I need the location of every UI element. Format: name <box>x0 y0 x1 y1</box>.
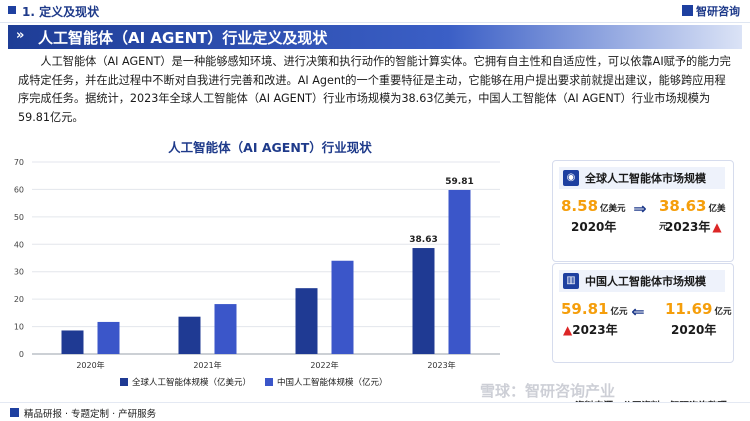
legend-item-global: 全球人工智能体规模（亿美元） <box>120 376 251 388</box>
globe-icon: ◉ <box>563 170 579 186</box>
y-tick-label: 30 <box>14 268 24 277</box>
china-2020-value: 11.69 亿元 <box>665 300 731 318</box>
china-card-header: ▥ 中国人工智能体市场规模 <box>559 270 725 292</box>
double-chevron-icon: » <box>16 28 25 43</box>
china-2023-unit: 亿元 <box>610 307 628 317</box>
footer-bar: 精品研报 · 专题定制 · 产研服务 <box>0 402 750 421</box>
china-2023-year: ▲2023年 <box>561 321 618 338</box>
global-market-card: ◉ 全球人工智能体市场规模 8.58 亿美元 2020年 ⇒ 38.63 亿美元 2… <box>552 160 734 262</box>
china-2023-year-text: 2023年 <box>572 323 618 337</box>
legend-label-global: 全球人工智能体规模（亿美元） <box>132 378 252 388</box>
y-tick-label: 20 <box>14 295 24 304</box>
legend-swatch-global <box>120 378 128 386</box>
arrow-left-icon: ⇐ <box>631 302 645 321</box>
global-2023-number: 38.63 <box>659 197 707 215</box>
bar-global-0 <box>61 330 84 354</box>
data-label: 59.81 <box>445 177 473 187</box>
bar-chart: 0 10 20 30 40 50 60 70 2020年 2021年 2022年 2023年 38.63… <box>14 158 500 370</box>
x-tick-label: 2022年 <box>310 360 338 370</box>
page-title: 人工智能体（AI AGENT）行业定义及现状 <box>38 29 328 47</box>
bar-chart-icon: ▥ <box>563 273 579 289</box>
y-tick-label: 10 <box>14 323 24 332</box>
data-label: 38.63 <box>409 235 437 245</box>
chart-title: 人工智能体（AI AGENT）行业现状 <box>168 140 372 155</box>
china-2020-unit: 亿元 <box>714 307 732 317</box>
global-2020-number: 8.58 <box>561 197 599 215</box>
global-2023-unit: 亿美元 <box>659 204 726 232</box>
global-2020-year: 2020年 <box>571 220 617 234</box>
y-tick-label: 70 <box>14 158 24 167</box>
description-paragraph: 人工智能体（AI AGENT）是一种能够感知环境、进行决策和执行动作的智能计算实… <box>18 55 731 124</box>
footer-logo-icon <box>10 408 19 417</box>
global-card-header: ◉ 全球人工智能体市场规模 <box>559 167 725 189</box>
bar-china-2 <box>331 260 354 354</box>
x-tick-label: 2021年 <box>193 360 221 370</box>
bar-global-3 <box>412 248 435 354</box>
global-2020-value: 8.58 亿美元 <box>561 197 626 215</box>
top-bar: 1. 定义及现状 智研咨询 <box>0 0 750 23</box>
bar-china-3 <box>448 189 471 354</box>
x-tick-label: 2023年 <box>427 360 455 370</box>
global-2023-year-text: 2023年 <box>665 220 711 234</box>
china-2020-year: 2020年 <box>671 323 717 337</box>
global-2020-unit: 亿美元 <box>600 204 626 214</box>
global-card-title: 全球人工智能体市场规模 <box>585 172 706 185</box>
y-tick-label: 40 <box>14 240 24 249</box>
y-tick-label: 50 <box>14 213 24 222</box>
bar-china-0 <box>97 321 120 354</box>
arrow-right-icon: ⇒ <box>633 199 647 218</box>
china-2023-value: 59.81 亿元 <box>561 300 627 318</box>
china-2020-number: 11.69 <box>665 300 713 318</box>
bar-global-1 <box>178 316 201 354</box>
brand-logo-text: 智研咨询 <box>696 5 740 18</box>
china-card-title: 中国人工智能体市场规模 <box>585 275 706 288</box>
up-arrow-icon: ▲ <box>712 220 722 234</box>
legend-swatch-china <box>265 378 273 386</box>
brand-logo: 智研咨询 <box>682 3 740 19</box>
brand-logo-icon <box>682 5 693 16</box>
section-marker-icon <box>8 6 16 14</box>
up-arrow-icon: ▲ <box>563 323 573 337</box>
bar-china-1 <box>214 304 237 354</box>
legend-label-china: 中国人工智能体规模（亿元） <box>277 378 388 388</box>
watermark-text: 雪球：智研咨询产业 <box>480 382 616 400</box>
x-tick-label: 2020年 <box>76 360 104 370</box>
china-market-card: ▥ 中国人工智能体市场规模 59.81 亿元 ▲2023年 ⇐ 11.69 亿元 2… <box>552 263 734 363</box>
legend-item-china: 中国人工智能体规模（亿元） <box>265 376 388 388</box>
y-tick-label: 60 <box>14 185 24 194</box>
y-tick-label: 0 <box>19 350 24 359</box>
bar-global-2 <box>295 288 318 354</box>
global-2023-value: 38.63 亿美元 <box>659 197 733 233</box>
title-bar: » 人工智能体（AI AGENT）行业定义及现状 <box>8 25 742 49</box>
section-title: 1. 定义及现状 <box>22 5 100 19</box>
footer-text: 精品研报 · 专题定制 · 产研服务 <box>24 409 157 420</box>
china-2023-number: 59.81 <box>561 300 609 318</box>
global-2023-year: 2023年 ▲ <box>665 218 722 235</box>
